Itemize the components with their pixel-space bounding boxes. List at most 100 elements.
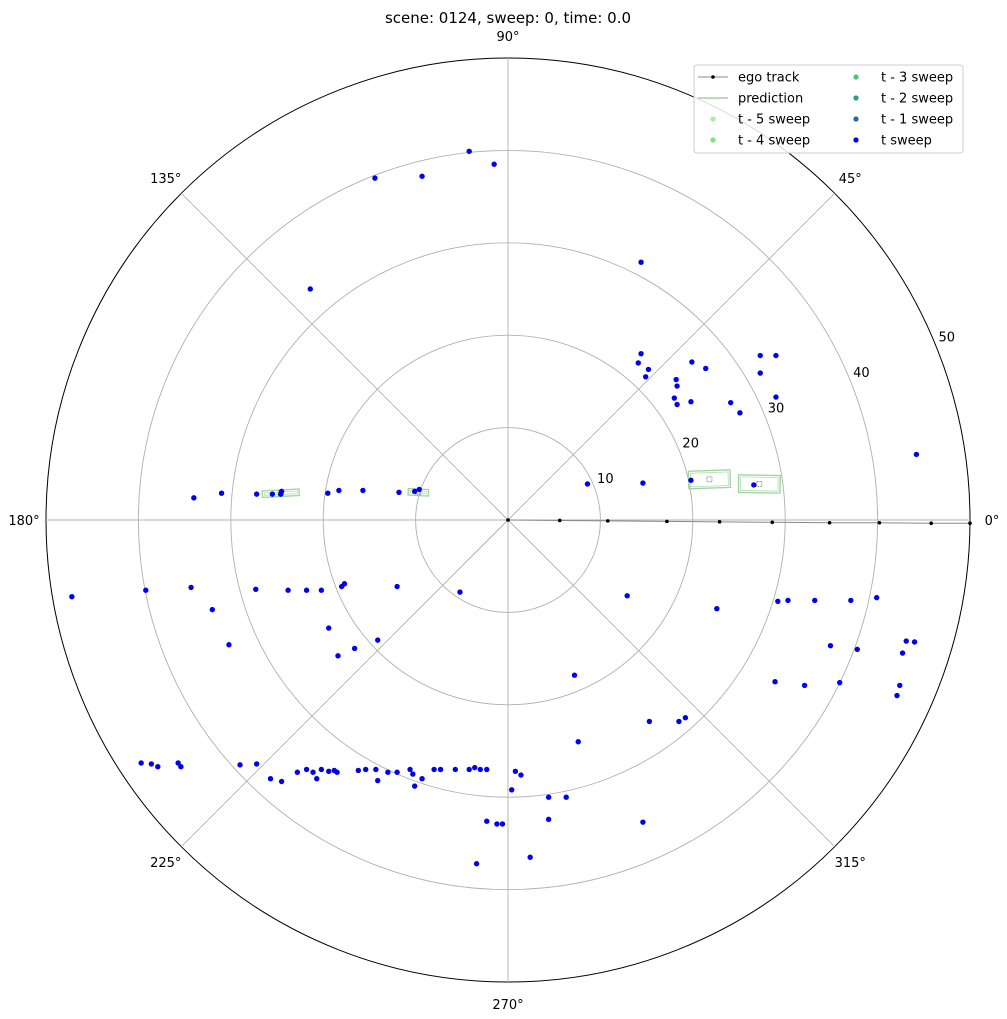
sweep-point (785, 597, 791, 604)
sweep-point (571, 672, 578, 678)
sweep-point (314, 776, 320, 782)
sweep-point (237, 762, 243, 768)
sweep-point (635, 360, 641, 366)
sweep-point (303, 766, 310, 773)
sweep-point (318, 587, 325, 593)
ego-track-point (665, 519, 669, 524)
sweep-point (341, 581, 348, 587)
sweep-point (751, 482, 757, 488)
sweep-point (407, 766, 413, 773)
sweep-point (419, 776, 425, 782)
sweep-point (410, 771, 416, 777)
sweep-point (772, 679, 778, 685)
ego-track-point (827, 520, 832, 525)
ego-track-point (557, 518, 562, 523)
sweep-point (638, 350, 644, 357)
legend-label: t - 5 sweep (738, 113, 810, 128)
sweep-point (437, 766, 444, 773)
sweep-point (375, 637, 381, 643)
sweep-point (473, 861, 480, 867)
theta-tick-label: 135° (150, 172, 181, 187)
sweep-point (396, 489, 402, 495)
theta-gridline-135 (180, 192, 509, 521)
ego-track-point (968, 521, 972, 526)
sweep-point (848, 597, 854, 604)
ego-track-point (877, 520, 882, 525)
theta-gridline-225 (180, 519, 509, 848)
sweep-point (494, 821, 500, 827)
sweep-point (714, 606, 720, 612)
sweep-point (640, 480, 646, 486)
sweep-point (508, 787, 515, 793)
sweep-point (899, 650, 906, 656)
ego-track-point (929, 521, 933, 526)
sweep-point (624, 593, 630, 599)
sweep-point (466, 766, 472, 773)
sweep-point (148, 761, 155, 767)
sweep-point (812, 597, 818, 604)
sweep-point (638, 259, 644, 265)
sweep-point (143, 587, 149, 593)
sweep-point (178, 764, 184, 770)
sweep-point (294, 769, 301, 775)
sweep-point (138, 760, 144, 766)
sweep-point (335, 653, 341, 659)
sweep-point (175, 760, 181, 766)
sweep-point (903, 638, 909, 644)
sweep-point (372, 175, 378, 181)
sweep-point (411, 488, 418, 495)
sweep-point (545, 794, 552, 800)
sweep-point (575, 739, 581, 745)
sweep-point (527, 854, 533, 860)
sweep-point (303, 587, 310, 593)
legend-entry: t - 2 sweep (853, 92, 953, 107)
ego-track-point (717, 520, 722, 524)
sweep-point (69, 593, 75, 600)
legend-label: t - 2 sweep (881, 92, 953, 107)
sweep-point (674, 401, 680, 408)
ego-track-line (507, 519, 970, 524)
sweep-point (642, 374, 649, 380)
sweep-point (703, 365, 709, 372)
theta-tick-label: 180° (8, 514, 39, 529)
sweep-point (773, 394, 779, 400)
sweep-point (310, 769, 316, 775)
sweep-point (394, 583, 400, 590)
legend-entry: t - 3 sweep (853, 71, 953, 86)
prediction-box (687, 469, 732, 490)
legend-label: t - 3 sweep (881, 71, 953, 86)
sweep-point (334, 769, 340, 775)
sweep-point (269, 491, 276, 497)
legend-entry: t - 5 sweep (710, 113, 810, 128)
sweep-point (351, 645, 358, 652)
sweep-point (188, 584, 194, 591)
legend-entry: t sweep (853, 134, 932, 149)
sweep-point (775, 598, 781, 605)
r-tick-label: 10 (597, 472, 614, 487)
sweep-point (477, 766, 483, 773)
sweep-point (484, 766, 490, 773)
sweep-point (466, 148, 472, 155)
sweep-point (394, 769, 400, 775)
legend-label: ego track (738, 71, 800, 86)
sweep-point (191, 495, 197, 501)
sweep-point (285, 587, 291, 593)
sweep-point (318, 766, 325, 773)
sweep-point (307, 286, 313, 292)
sweep-point (688, 477, 694, 483)
sweep-point (563, 794, 569, 800)
sweep-point (688, 399, 694, 405)
sweep-point (457, 589, 463, 595)
polar-grid (45, 57, 971, 983)
legend: ego track prediction t - 5 sweep t - 4 swee… (693, 64, 964, 154)
chart-title: scene: 0124, sweep: 0, time: 0.0 (385, 9, 631, 27)
legend-label: t sweep (881, 134, 932, 149)
r-tick-label: 40 (853, 366, 870, 381)
sweep-point (837, 679, 843, 686)
legend-entry: prediction (698, 92, 803, 107)
sweep-point (209, 606, 216, 613)
sweep-point (676, 718, 682, 725)
sweep-point (155, 764, 161, 770)
sweep-point (645, 366, 652, 373)
sweep-point (757, 352, 763, 359)
